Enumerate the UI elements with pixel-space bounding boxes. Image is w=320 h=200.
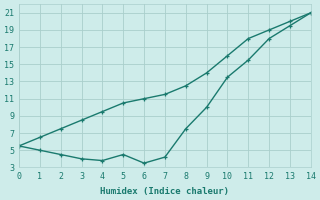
- X-axis label: Humidex (Indice chaleur): Humidex (Indice chaleur): [100, 187, 229, 196]
